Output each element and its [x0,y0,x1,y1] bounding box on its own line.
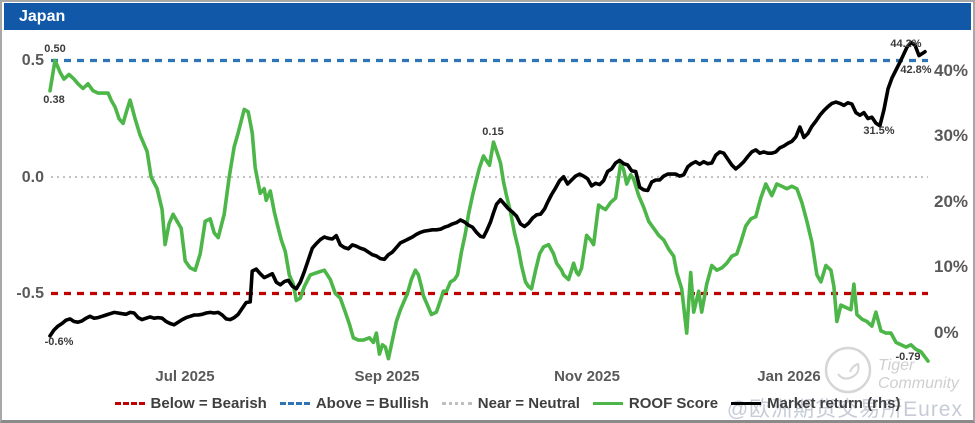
label-roof-midpeak: 0.15 [482,126,503,138]
bullish-dashed-line-icon [279,402,310,405]
left-axis-tick-0.5: 0.5 [21,52,44,69]
label-return-end: 42.8% [900,64,931,76]
right-axis-tick-40: 40% [934,60,969,80]
label-roof-start: 0.38 [43,94,64,106]
x-axis-tick-jul-2025: Jul 2025 [155,368,215,385]
tiger-community-logo [824,346,872,394]
roof-score-line-icon [592,402,623,405]
market-return-line [48,40,927,338]
right-axis-tick-20: 20% [934,191,969,211]
chart-header: Japan [4,3,971,30]
chart-title: Japan [19,8,66,25]
legend-item-market-return: Market return (rhs) [731,395,900,412]
label-return-peak: 44.2% [890,38,921,50]
x-axis-tick-nov-2025: Nov 2025 [554,368,620,385]
chart-legend: Below = Bearish Above = Bullish Near = N… [2,395,973,412]
legend-item-roof-score: ROOF Score [592,395,718,412]
left-axis-tick-0.0: 0.0 [21,168,44,186]
roof-score-line [48,58,930,363]
tiger-community-watermark: Tiger Community [878,357,959,392]
eurex-watermark: @欧洲期货交易所Eurex [726,398,963,421]
label-return-dip: 31.5% [863,125,894,137]
legend-item-near-neutral: Near = Neutral [441,395,580,412]
legend-item-below-bearish: Below = Bearish [114,395,267,412]
label-roof-high: 0.50 [44,43,65,55]
x-axis-tick-sep-2025: Sep 2025 [354,368,420,385]
bearish-dashed-line-icon [114,402,145,405]
right-axis-tick-10: 10% [934,257,969,276]
legend-item-above-bullish: Above = Bullish [279,395,429,412]
market-return-line-icon [731,402,762,405]
right-axis-tick-30: 30% [934,126,969,145]
x-axis-tick-jan-2026: Jan 2026 [757,368,821,385]
neutral-dotted-line-icon [441,402,472,405]
right-axis-tick-0: 0% [934,322,959,342]
label-return-start: -0.6% [45,336,74,348]
left-axis-tick--0.5: -0.5 [16,285,44,302]
